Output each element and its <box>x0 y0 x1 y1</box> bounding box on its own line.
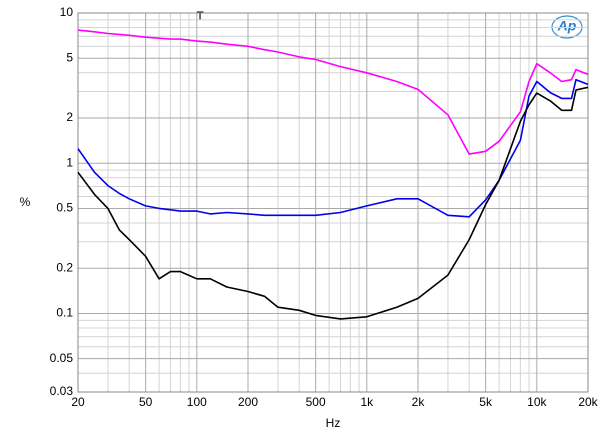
x-tick-label: 5k <box>479 395 493 409</box>
x-tick-label: 2k <box>412 395 426 409</box>
logo: Ap <box>557 18 577 34</box>
y-tick-label: 10 <box>60 5 74 19</box>
y-tick-label: 1 <box>66 155 73 169</box>
series-line <box>77 78 589 218</box>
x-tick-label: 500 <box>306 395 326 409</box>
plot-border <box>77 12 589 393</box>
y-tick-label: 0.5 <box>56 201 73 215</box>
series-line <box>77 29 589 155</box>
y-tick-label: 0.2 <box>56 260 73 274</box>
y-tick-label: 2 <box>66 110 73 124</box>
y-tick-label: 0.03 <box>50 384 74 398</box>
logo-ring <box>551 15 583 39</box>
y-tick-label: 0.05 <box>50 351 74 365</box>
x-tick-label: 50 <box>139 395 153 409</box>
series-line <box>77 86 589 320</box>
x-tick-label: 1k <box>360 395 374 409</box>
x-tick-label: 100 <box>187 395 207 409</box>
y-tick-label: 0.1 <box>56 306 73 320</box>
x-tick-label: 20k <box>578 395 598 409</box>
x-axis-label: Hz <box>326 416 341 430</box>
y-tick-label: 5 <box>66 50 73 64</box>
x-tick-label: 200 <box>238 395 258 409</box>
x-tick-label: 10k <box>527 395 547 409</box>
y-axis-label: % <box>20 195 31 209</box>
x-tick-label: 20 <box>71 395 85 409</box>
annotation: T <box>196 9 204 23</box>
